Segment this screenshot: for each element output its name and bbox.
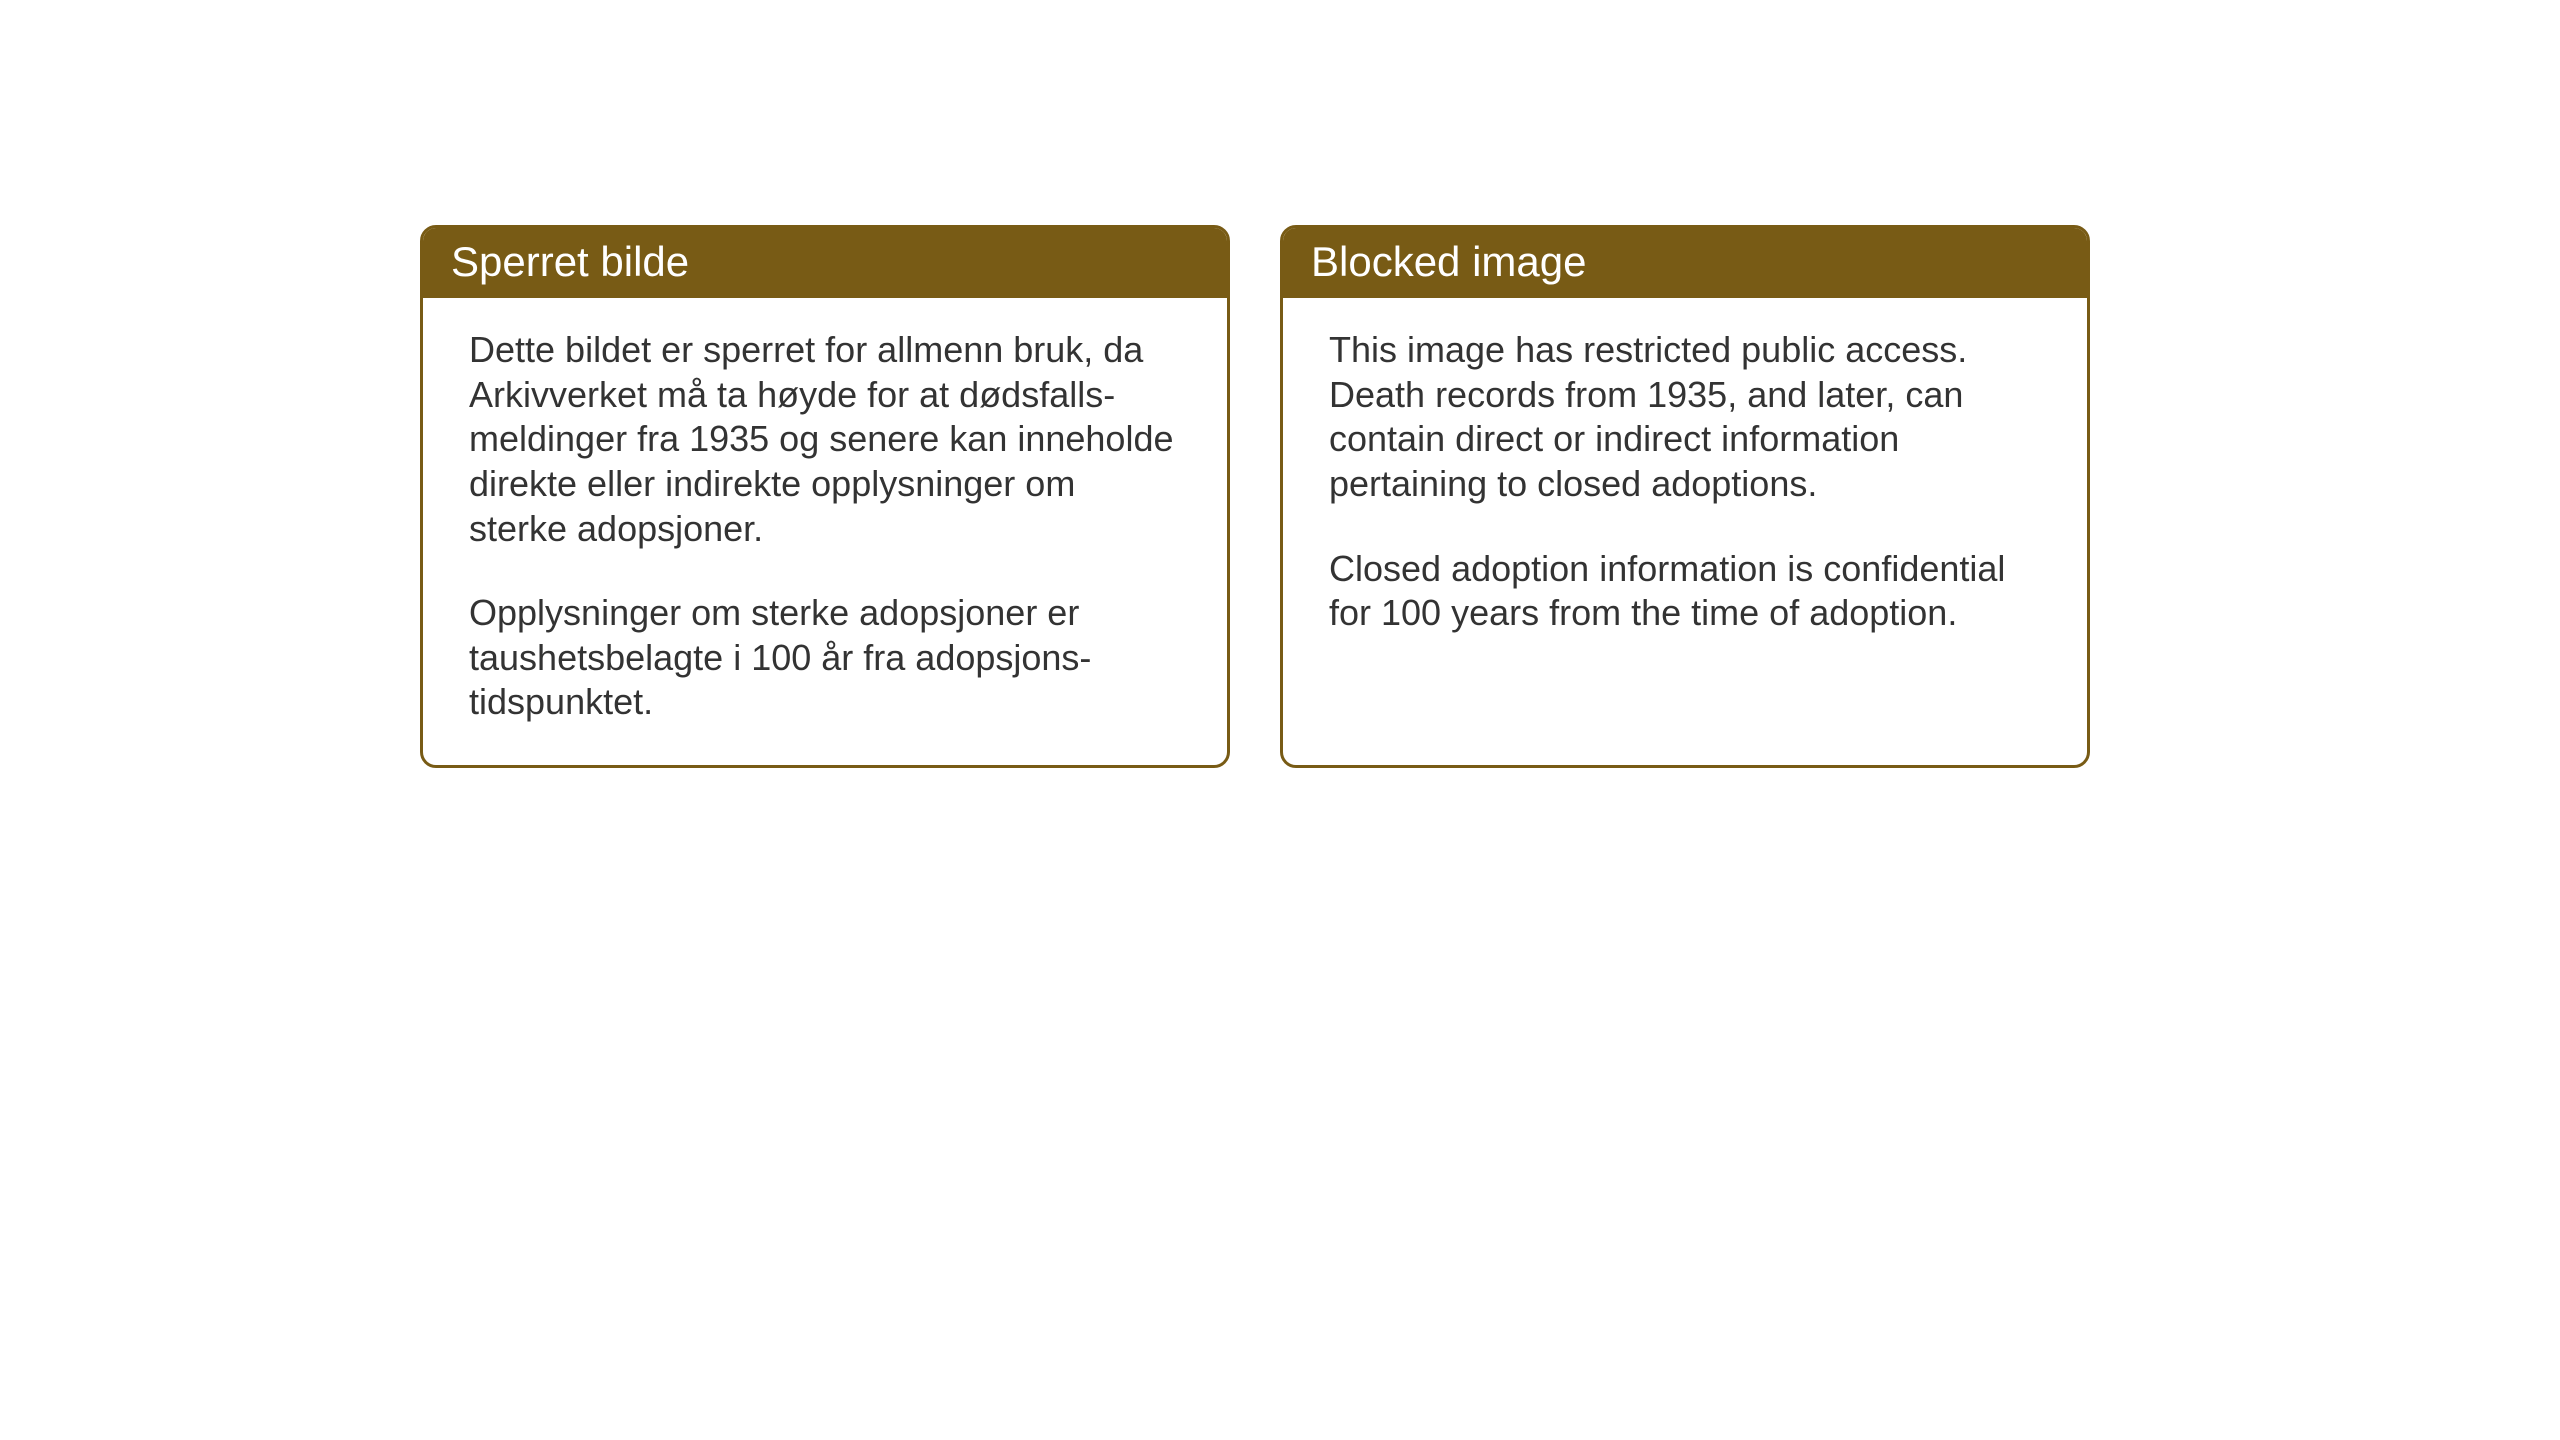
card-title-english: Blocked image [1311, 238, 1586, 285]
notice-card-english: Blocked image This image has restricted … [1280, 225, 2090, 768]
card-paragraph-english-1: This image has restricted public access.… [1329, 328, 2041, 507]
card-title-norwegian: Sperret bilde [451, 238, 689, 285]
card-body-english: This image has restricted public access.… [1283, 298, 2087, 718]
card-body-norwegian: Dette bildet er sperret for allmenn bruk… [423, 298, 1227, 765]
card-paragraph-norwegian-1: Dette bildet er sperret for allmenn bruk… [469, 328, 1181, 551]
card-paragraph-norwegian-2: Opplysninger om sterke adopsjoner er tau… [469, 591, 1181, 725]
notice-card-norwegian: Sperret bilde Dette bildet er sperret fo… [420, 225, 1230, 768]
card-header-norwegian: Sperret bilde [423, 228, 1227, 298]
notice-container: Sperret bilde Dette bildet er sperret fo… [420, 225, 2090, 768]
card-header-english: Blocked image [1283, 228, 2087, 298]
card-paragraph-english-2: Closed adoption information is confident… [1329, 547, 2041, 636]
